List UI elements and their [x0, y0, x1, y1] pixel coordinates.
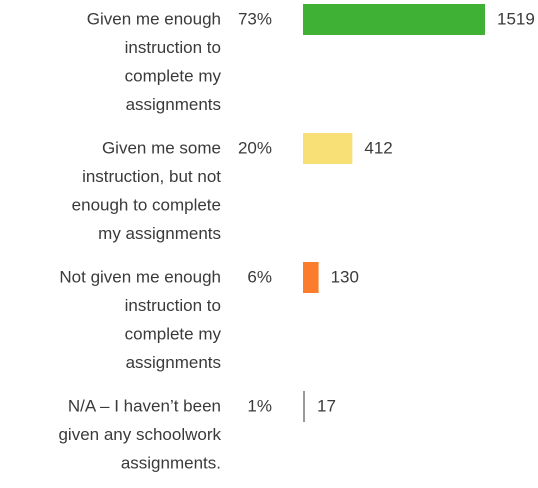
category-label: complete my	[125, 324, 222, 343]
category-label: my assignments	[98, 224, 221, 243]
bar	[303, 391, 306, 422]
percent-label: 73%	[238, 9, 272, 28]
value-label: 1519	[497, 9, 535, 28]
category-label: assignments.	[121, 453, 221, 472]
value-label: 17	[317, 396, 336, 415]
percent-label: 6%	[247, 267, 272, 286]
value-label: 412	[364, 138, 392, 157]
category-label: assignments	[126, 95, 221, 114]
value-label: 130	[331, 267, 359, 286]
category-label: instruction to	[125, 38, 221, 57]
category-label: N/A – I haven’t been	[68, 396, 221, 415]
category-label: instruction, but not	[82, 167, 221, 186]
category-label: instruction to	[125, 296, 221, 315]
category-label: Given me enough	[87, 9, 221, 28]
bar	[303, 4, 485, 35]
percent-label: 1%	[247, 396, 272, 415]
category-label: given any schoolwork	[58, 425, 221, 444]
percent-label: 20%	[238, 138, 272, 157]
category-label: enough to complete	[72, 195, 221, 214]
bar	[303, 133, 353, 164]
category-label: assignments	[126, 353, 221, 372]
category-label: Given me some	[102, 138, 221, 157]
bar	[303, 262, 319, 293]
category-label: Not given me enough	[59, 267, 221, 286]
category-label: complete my	[125, 66, 222, 85]
